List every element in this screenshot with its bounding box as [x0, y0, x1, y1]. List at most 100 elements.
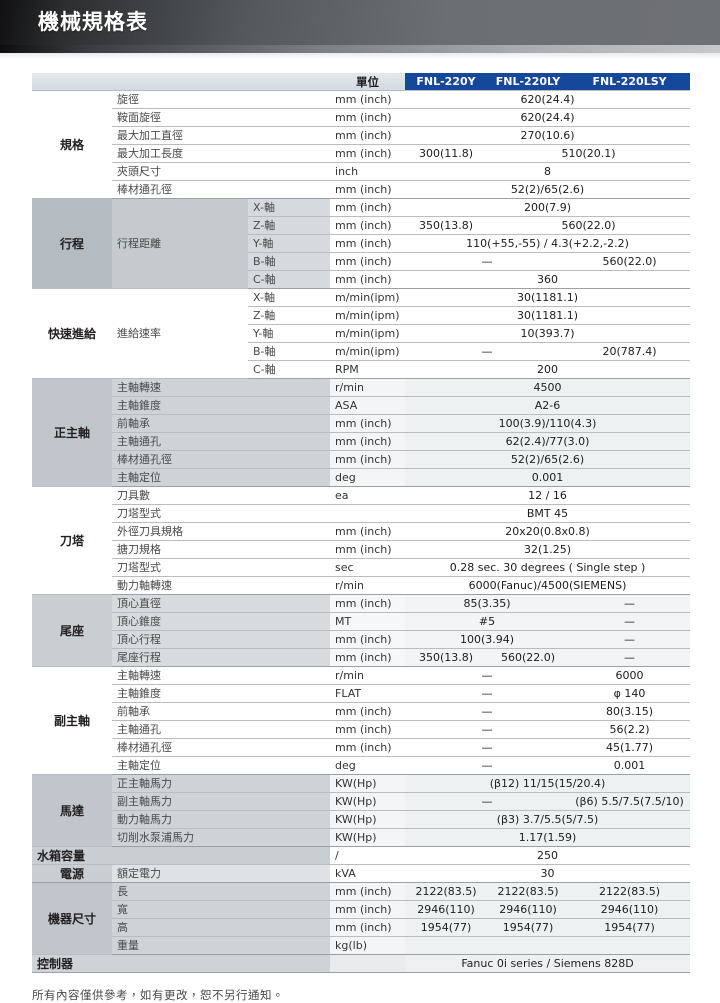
- table-row: B-軸 m/min(ipm) —20(787.4): [32, 342, 691, 361]
- unit-label: r/min: [330, 576, 406, 595]
- table-row: 切削水泵浦馬力 KW(Hp) 1.17(1.59): [32, 828, 691, 847]
- value-cell: 6000: [569, 666, 691, 685]
- table-row: 馬達 正主軸馬力 KW(Hp) (β12) 11/15(15/20.4): [32, 774, 691, 847]
- value-cell: 45(1.77): [569, 738, 691, 757]
- value-cell: (β12) 11/15(15/20.4): [405, 774, 691, 793]
- table-row: 棒材通孔徑 mm (inch) —45(1.77): [32, 738, 691, 757]
- value-cell: 85(3.35): [405, 594, 570, 613]
- item-label: 鞍面旋徑: [112, 108, 331, 127]
- value-cell: 100(3.94): [405, 630, 570, 649]
- table-row: 動力軸轉速 r/min 6000(Fanuc)/4500(SIEMENS): [32, 576, 691, 595]
- value-cell: 620(24.4): [405, 90, 691, 109]
- unit-label: MT: [330, 612, 406, 631]
- group-label-0: 規格: [32, 90, 112, 199]
- item-label: 最大加工長度: [112, 144, 331, 163]
- unit-label: RPM: [330, 360, 406, 379]
- value-cell: 1954(77): [405, 918, 488, 937]
- item-label: 主軸轉速: [112, 666, 331, 685]
- table-row: 頂心錐度 MT #5—: [32, 612, 691, 631]
- item-label: 主軸定位: [112, 756, 331, 775]
- table-row: 機器尺寸長 mm (inch) 2122(83.5) 2122(83.5) 2122(8…: [32, 882, 691, 955]
- item-label: 動力軸轉速: [112, 576, 331, 595]
- table-row: 棒材通孔徑 mm (inch) 52(2)/65(2.6): [32, 180, 691, 199]
- value-cell: 0.001: [405, 468, 691, 487]
- unit-label: FLAT: [330, 684, 406, 703]
- table-row: C-軸 RPM 200: [32, 360, 691, 379]
- table-row: 頂心行程 mm (inch) 100(3.94) —: [32, 630, 691, 649]
- header-model-fnl220y: FNL-220Y: [405, 73, 488, 91]
- table-row: 最大加工直徑 mm (inch) 270(10.6): [32, 126, 691, 145]
- table-row: Z-軸 mm (inch) 350(13.8) 560(22.0): [32, 216, 691, 235]
- table-row: Y-軸 mm (inch) 110(+55,-55) / 4.3(+2.2,-2.2…: [32, 234, 691, 253]
- group-label-1: 行程: [32, 198, 112, 289]
- value-cell: —: [405, 702, 570, 721]
- unit-label: mm (inch): [330, 522, 406, 541]
- table-row: 快速進給 進給速率 X-軸 m/min(ipm) 30(1181.1): [32, 288, 691, 379]
- table-row: 鞍面旋徑 mm (inch) 620(24.4): [32, 108, 691, 127]
- unit-label: [330, 954, 406, 973]
- item-label: 棒材通孔徑: [112, 738, 331, 757]
- item-label: 頂心行程: [112, 630, 331, 649]
- unit-label: KW(Hp): [330, 828, 406, 847]
- value-cell: [405, 936, 488, 955]
- table-row: 主軸定位 deg —0.001: [32, 756, 691, 775]
- value-cell: —: [405, 720, 570, 739]
- item-label: 正主軸馬力: [112, 774, 331, 793]
- value-cell: —: [569, 594, 691, 613]
- value-cell: —: [569, 612, 691, 631]
- table-row: 行程 行程距離 X-軸 mm (inch) 200(7.9): [32, 198, 691, 289]
- table-row: 重量 kg(lb): [32, 936, 691, 955]
- table-row: 主軸定位 deg 0.001: [32, 468, 691, 487]
- value-cell: 30(1181.1): [405, 306, 691, 325]
- unit-label: ea: [330, 486, 406, 505]
- item-label: 頂心錐度: [112, 612, 331, 631]
- value-cell: 2946(110): [487, 900, 570, 919]
- unit-label: m/min(ipm): [330, 306, 406, 325]
- item-label: 重量: [112, 936, 331, 955]
- unit-label: mm (inch): [330, 252, 406, 271]
- page-banner: 機械規格表: [0, 0, 720, 45]
- value-cell: 4500: [405, 378, 691, 397]
- header-unit-cell: 單位: [330, 73, 406, 91]
- value-cell: 52(2)/65(2.6): [405, 450, 691, 469]
- item-label: 刀具數: [112, 486, 331, 505]
- item-label: 主軸錐度: [112, 684, 331, 703]
- value-cell: BMT 45: [405, 504, 691, 523]
- value-cell: 0.001: [569, 756, 691, 775]
- value-cell: Fanuc 0i series / Siemens 828D: [405, 954, 691, 973]
- group-label-single-1: 電源: [32, 864, 112, 883]
- unit-label: deg: [330, 756, 406, 775]
- item-label: 外徑刀具規格: [112, 522, 331, 541]
- value-cell: 30(1181.1): [405, 288, 691, 307]
- axis-label: C-軸: [248, 360, 331, 379]
- item-label: 搪刀規格: [112, 540, 331, 559]
- axis-label: Y-軸: [248, 324, 331, 343]
- unit-label: mm (inch): [330, 882, 406, 901]
- value-cell: 52(2)/65(2.6): [405, 180, 691, 199]
- value-cell: [569, 936, 691, 955]
- value-cell: 250: [405, 846, 691, 865]
- axis-label: B-軸: [248, 342, 331, 361]
- unit-label: mm (inch): [330, 234, 406, 253]
- value-cell: φ 140: [569, 684, 691, 703]
- table-row: 規格 旋徑 mm (inch) 620(24.4): [32, 90, 691, 199]
- table-row: 棒材通孔徑 mm (inch) 52(2)/65(2.6): [32, 450, 691, 469]
- unit-label: inch: [330, 162, 406, 181]
- item-label: 刀塔型式: [112, 504, 331, 523]
- unit-label: mm (inch): [330, 540, 406, 559]
- unit-label: ASA: [330, 396, 406, 415]
- header-blank-cell: [32, 73, 331, 91]
- table-row: 前軸承 mm (inch) —80(3.15): [32, 702, 691, 721]
- value-cell: —: [569, 630, 691, 649]
- value-cell: 80(3.15): [569, 702, 691, 721]
- table-row: 副主軸馬力 KW(Hp) — (β6) 5.5/7.5(7.5/10): [32, 792, 691, 811]
- table-head: 單位 FNL-220Y FNL-220LY FNL-220LSY: [32, 73, 691, 91]
- value-cell: 32(1.25): [405, 540, 691, 559]
- page-title: 機械規格表: [38, 10, 148, 34]
- value-cell: #5: [405, 612, 570, 631]
- value-cell: —: [405, 756, 570, 775]
- value-cell: —: [405, 666, 570, 685]
- value-cell: 560(22.0): [487, 648, 570, 667]
- value-cell: 560(22.0): [487, 216, 691, 235]
- unit-label: [330, 504, 406, 523]
